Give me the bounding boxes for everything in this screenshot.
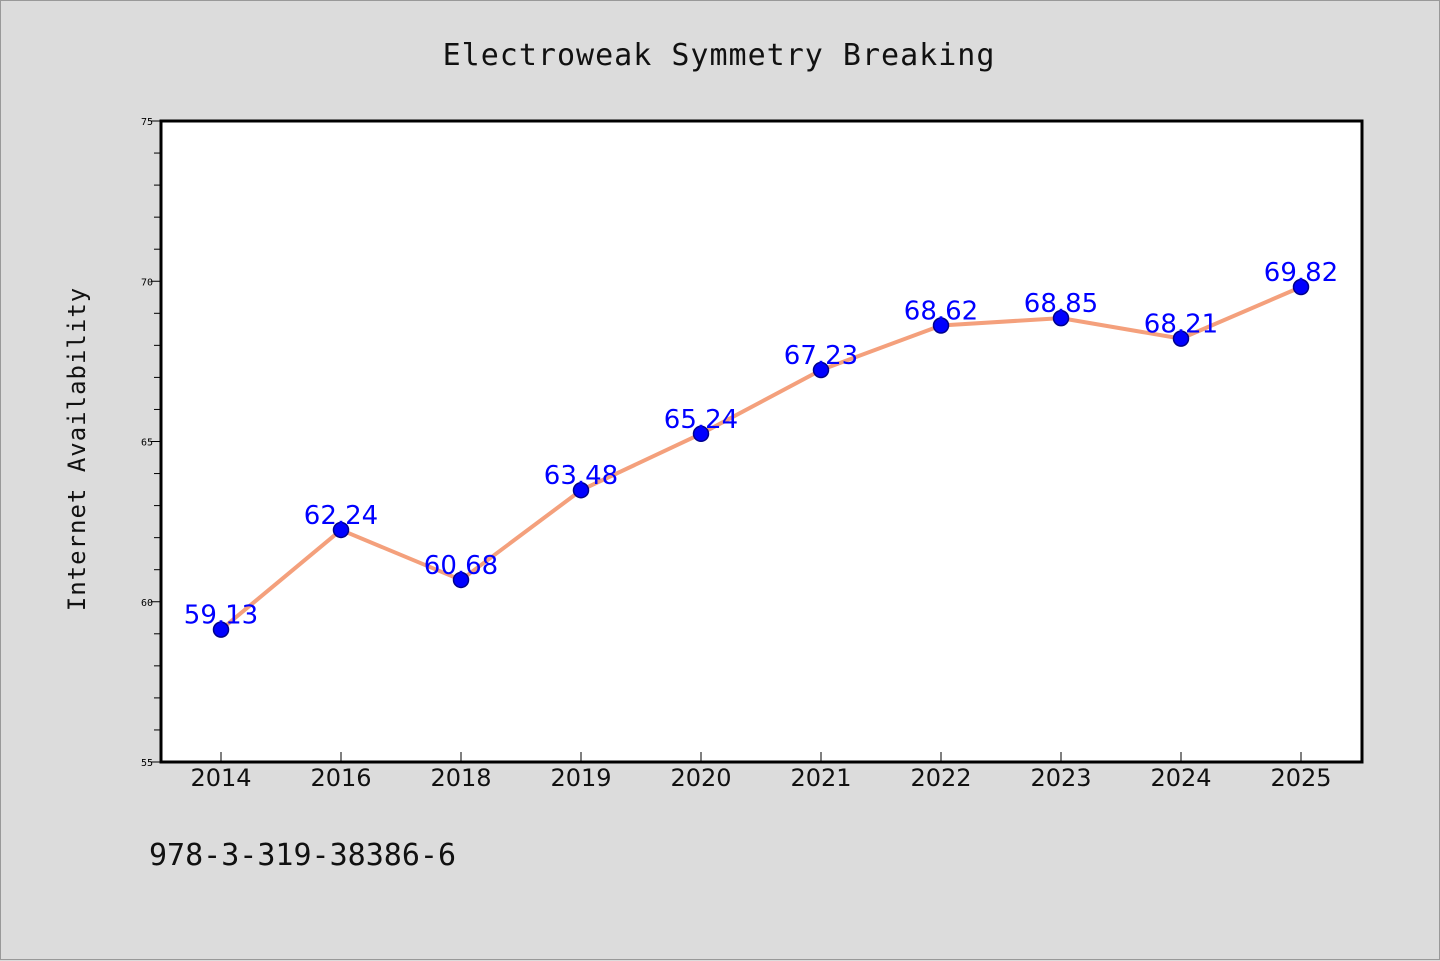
data-point	[1292, 278, 1310, 296]
data-label: 60.68	[424, 551, 498, 581]
x-tick-label: 2025	[1270, 764, 1331, 792]
plot-area	[159, 119, 1364, 764]
data-point	[452, 571, 470, 589]
x-tick-label: 2021	[790, 764, 851, 792]
data-label: 67.23	[784, 341, 858, 371]
chart-title: Electroweak Symmetry Breaking	[443, 38, 996, 73]
x-tick-label: 2014	[190, 764, 251, 792]
x-tick-label: 2020	[670, 764, 731, 792]
x-tick-label: 2019	[550, 764, 611, 792]
y-tick-label: 65	[141, 438, 153, 449]
x-tick-label: 2016	[310, 764, 371, 792]
series-line	[219, 285, 1303, 632]
data-label: 68.62	[904, 296, 978, 326]
y-tick-label: 70	[141, 277, 153, 288]
y-axis-title: Internet Availability	[63, 287, 91, 611]
data-point	[692, 425, 710, 443]
data-point	[812, 361, 830, 379]
x-axis: 2014 2016 2018 2019 2020 2021 2022 2023 2024 2025	[190, 752, 1332, 792]
x-tick-label: 2024	[1150, 764, 1211, 792]
x-tick-label: 2018	[430, 764, 491, 792]
y-tick-label: 55	[141, 758, 153, 769]
data-label: 65.24	[664, 405, 738, 435]
x-tick-label: 2022	[910, 764, 971, 792]
y-tick-label: 75	[141, 117, 153, 128]
data-point	[1172, 330, 1190, 347]
y-axis: 55 60 65 70 75	[141, 117, 161, 769]
data-point	[332, 521, 350, 539]
data-label: 63.48	[544, 461, 618, 491]
data-point	[1052, 309, 1070, 327]
data-label: 69.82	[1264, 258, 1338, 288]
x-tick-label: 2023	[1030, 764, 1091, 792]
data-label: 59.13	[184, 601, 258, 631]
data-point	[932, 317, 950, 334]
data-point	[572, 481, 590, 499]
data-label: 62.24	[304, 501, 378, 531]
y-tick-label: 60	[141, 598, 153, 609]
series-layer: 59.13 62.24 60.68 63.48 65.24 67.23 68.62 68.85…	[184, 258, 1338, 638]
data-label: 68.21	[1144, 310, 1218, 340]
data-label: 68.85	[1024, 289, 1098, 319]
footnote-isbn: 978-3-319-38386-6	[149, 838, 456, 873]
data-point	[212, 621, 230, 638]
